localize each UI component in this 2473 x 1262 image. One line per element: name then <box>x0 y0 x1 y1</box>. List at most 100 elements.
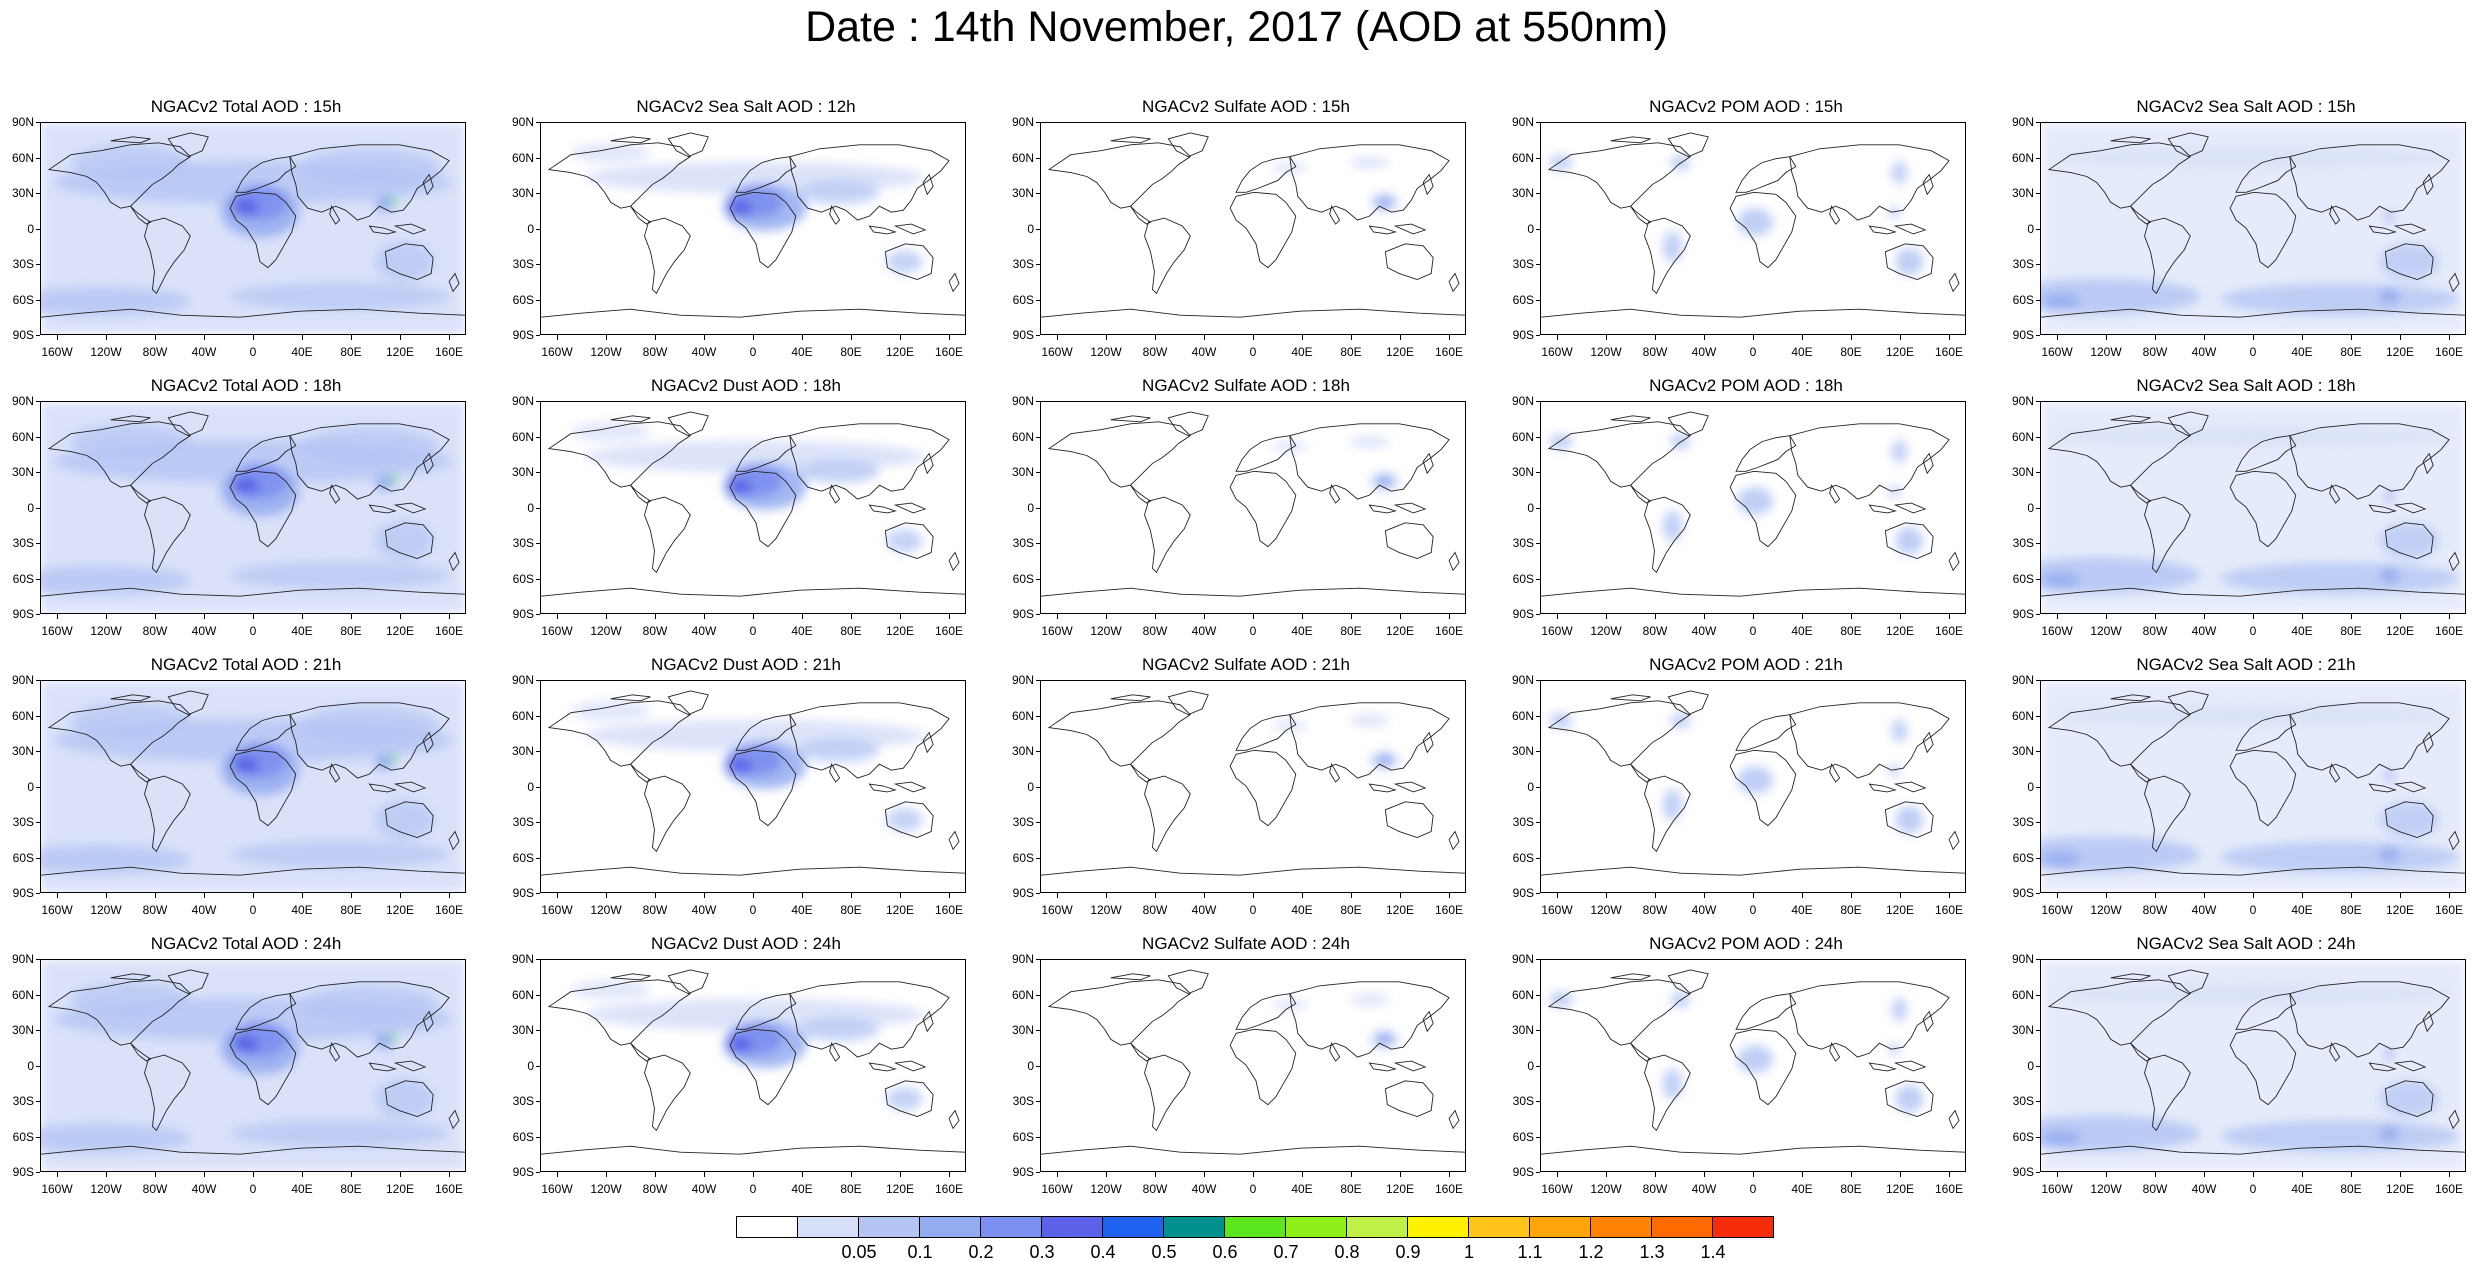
latitude-tick <box>36 472 40 473</box>
latitude-tick <box>1036 1136 1040 1138</box>
aod-plume <box>2053 705 2453 726</box>
latitude-label: 60N <box>2011 150 2034 165</box>
latitude-label: 90N <box>1011 673 1034 687</box>
aod-plume <box>2041 557 2201 594</box>
map-frame <box>2040 122 2466 335</box>
longitude-label: 0 <box>1249 345 1257 359</box>
longitude-tick <box>1753 614 1754 619</box>
panel-title: NGACv2 Sulfate AOD : 21h <box>1142 655 1350 674</box>
latitude-tick <box>536 1136 540 1138</box>
aod-plume <box>374 799 435 840</box>
latitude-tick <box>1536 1030 1540 1031</box>
latitude-tick <box>1536 614 1540 615</box>
longitude-tick <box>1655 1172 1656 1177</box>
latitude-tick <box>536 715 540 717</box>
longitude-tick <box>949 1172 950 1177</box>
longitude-label: 40E <box>291 345 313 359</box>
colorbar-swatch <box>1407 1216 1469 1238</box>
longitude-label: 120E <box>1385 1182 1415 1196</box>
longitude-label: 40E <box>1291 345 1313 359</box>
latitude-label: 0 <box>2027 1058 2034 1073</box>
latitude-tick <box>1536 507 1540 509</box>
map-panel: NGACv2 POM AOD : 21h 90N 60N 30N 0 30S 60S 90S 1… <box>1500 655 1966 917</box>
longitude-tick <box>204 614 205 619</box>
longitude-label: 40E <box>791 903 813 917</box>
panel-title: NGACv2 Total AOD : 24h <box>150 934 342 953</box>
longitude-label: 80W <box>1142 624 1168 638</box>
latitude-label: 90S <box>2012 607 2034 621</box>
longitude-tick <box>1106 614 1107 619</box>
longitude-tick <box>253 335 254 340</box>
longitude-tick <box>1704 893 1705 898</box>
longitude-tick <box>1253 335 1254 340</box>
longitude-label: 40W <box>1691 345 1717 359</box>
longitude-label: 160W <box>1541 624 1573 638</box>
longitude-label: 80W <box>1642 345 1668 359</box>
longitude-tick <box>2400 614 2401 619</box>
longitude-tick <box>802 335 803 340</box>
longitude-label: 160W <box>1041 903 1073 917</box>
map-panel: NGACv2 Sulfate AOD : 15h 90N 60N 30N 0 30S 60S… <box>1000 97 1466 359</box>
latitude-label: 90N <box>1011 394 1034 408</box>
map-frame <box>1040 122 1466 335</box>
longitude-label: 40E <box>2291 1182 2313 1196</box>
longitude-label: 160E <box>1934 903 1964 917</box>
latitude-label: 90N <box>1511 673 1534 687</box>
latitude-label: 30N <box>1011 1023 1034 1037</box>
latitude-tick <box>1036 715 1040 717</box>
colorbar-swatch <box>1041 1216 1103 1238</box>
latitude-label: 60S <box>2012 571 2034 586</box>
aod-plume <box>1349 435 1390 448</box>
longitude-label: 0 <box>749 345 757 359</box>
longitude-tick <box>106 614 107 619</box>
aod-field-map <box>1541 969 1965 1155</box>
latitude-label: 30S <box>12 1094 34 1108</box>
longitude-tick <box>253 1172 254 1177</box>
latitude-tick <box>36 1136 40 1138</box>
latitude-tick <box>536 543 540 544</box>
longitude-tick <box>2351 335 2352 340</box>
latitude-label: 90S <box>1012 328 1034 342</box>
latitude-label: 60N <box>1511 987 1534 1002</box>
latitude-tick <box>536 1101 540 1102</box>
longitude-label: 120W <box>1590 345 1622 359</box>
longitude-label: 80E <box>840 345 862 359</box>
longitude-tick <box>606 1172 607 1177</box>
longitude-tick <box>2351 893 2352 898</box>
longitude-label: 160E <box>2434 345 2464 359</box>
latitude-label: 30N <box>11 744 34 758</box>
latitude-label: 60N <box>1011 708 1034 723</box>
colorbar-swatch <box>1651 1216 1713 1238</box>
longitude-label: 0 <box>749 903 757 917</box>
latitude-label: 90S <box>1512 1165 1534 1179</box>
latitude-label: 60N <box>11 429 34 444</box>
latitude-label: 90N <box>1011 952 1034 966</box>
longitude-tick <box>400 614 401 619</box>
latitude-tick <box>2036 614 2040 615</box>
longitude-label: 0 <box>749 624 757 638</box>
latitude-label: 0 <box>527 221 534 236</box>
latitude-tick <box>36 335 40 336</box>
latitude-label: 60N <box>511 987 534 1002</box>
aod-plume <box>799 738 880 763</box>
map-frame <box>40 122 466 335</box>
longitude-tick <box>1155 335 1156 340</box>
longitude-label: 0 <box>2249 903 2257 917</box>
latitude-label: 90S <box>2012 886 2034 900</box>
coastline-outline <box>1041 690 1465 876</box>
longitude-tick <box>851 893 852 898</box>
aod-plume <box>389 755 398 762</box>
longitude-tick <box>449 1172 450 1177</box>
aod-plume <box>1888 206 1901 219</box>
longitude-label: 40E <box>1791 903 1813 917</box>
aod-plume <box>231 477 259 496</box>
aod-plume <box>374 520 435 561</box>
longitude-tick <box>253 893 254 898</box>
latitude-label: 0 <box>27 779 34 794</box>
latitude-label: 90S <box>1512 607 1534 621</box>
map-frame <box>40 680 466 893</box>
latitude-tick <box>36 122 40 123</box>
latitude-tick <box>536 822 540 823</box>
aod-plume <box>2041 293 2081 310</box>
longitude-label: 160W <box>1041 345 1073 359</box>
